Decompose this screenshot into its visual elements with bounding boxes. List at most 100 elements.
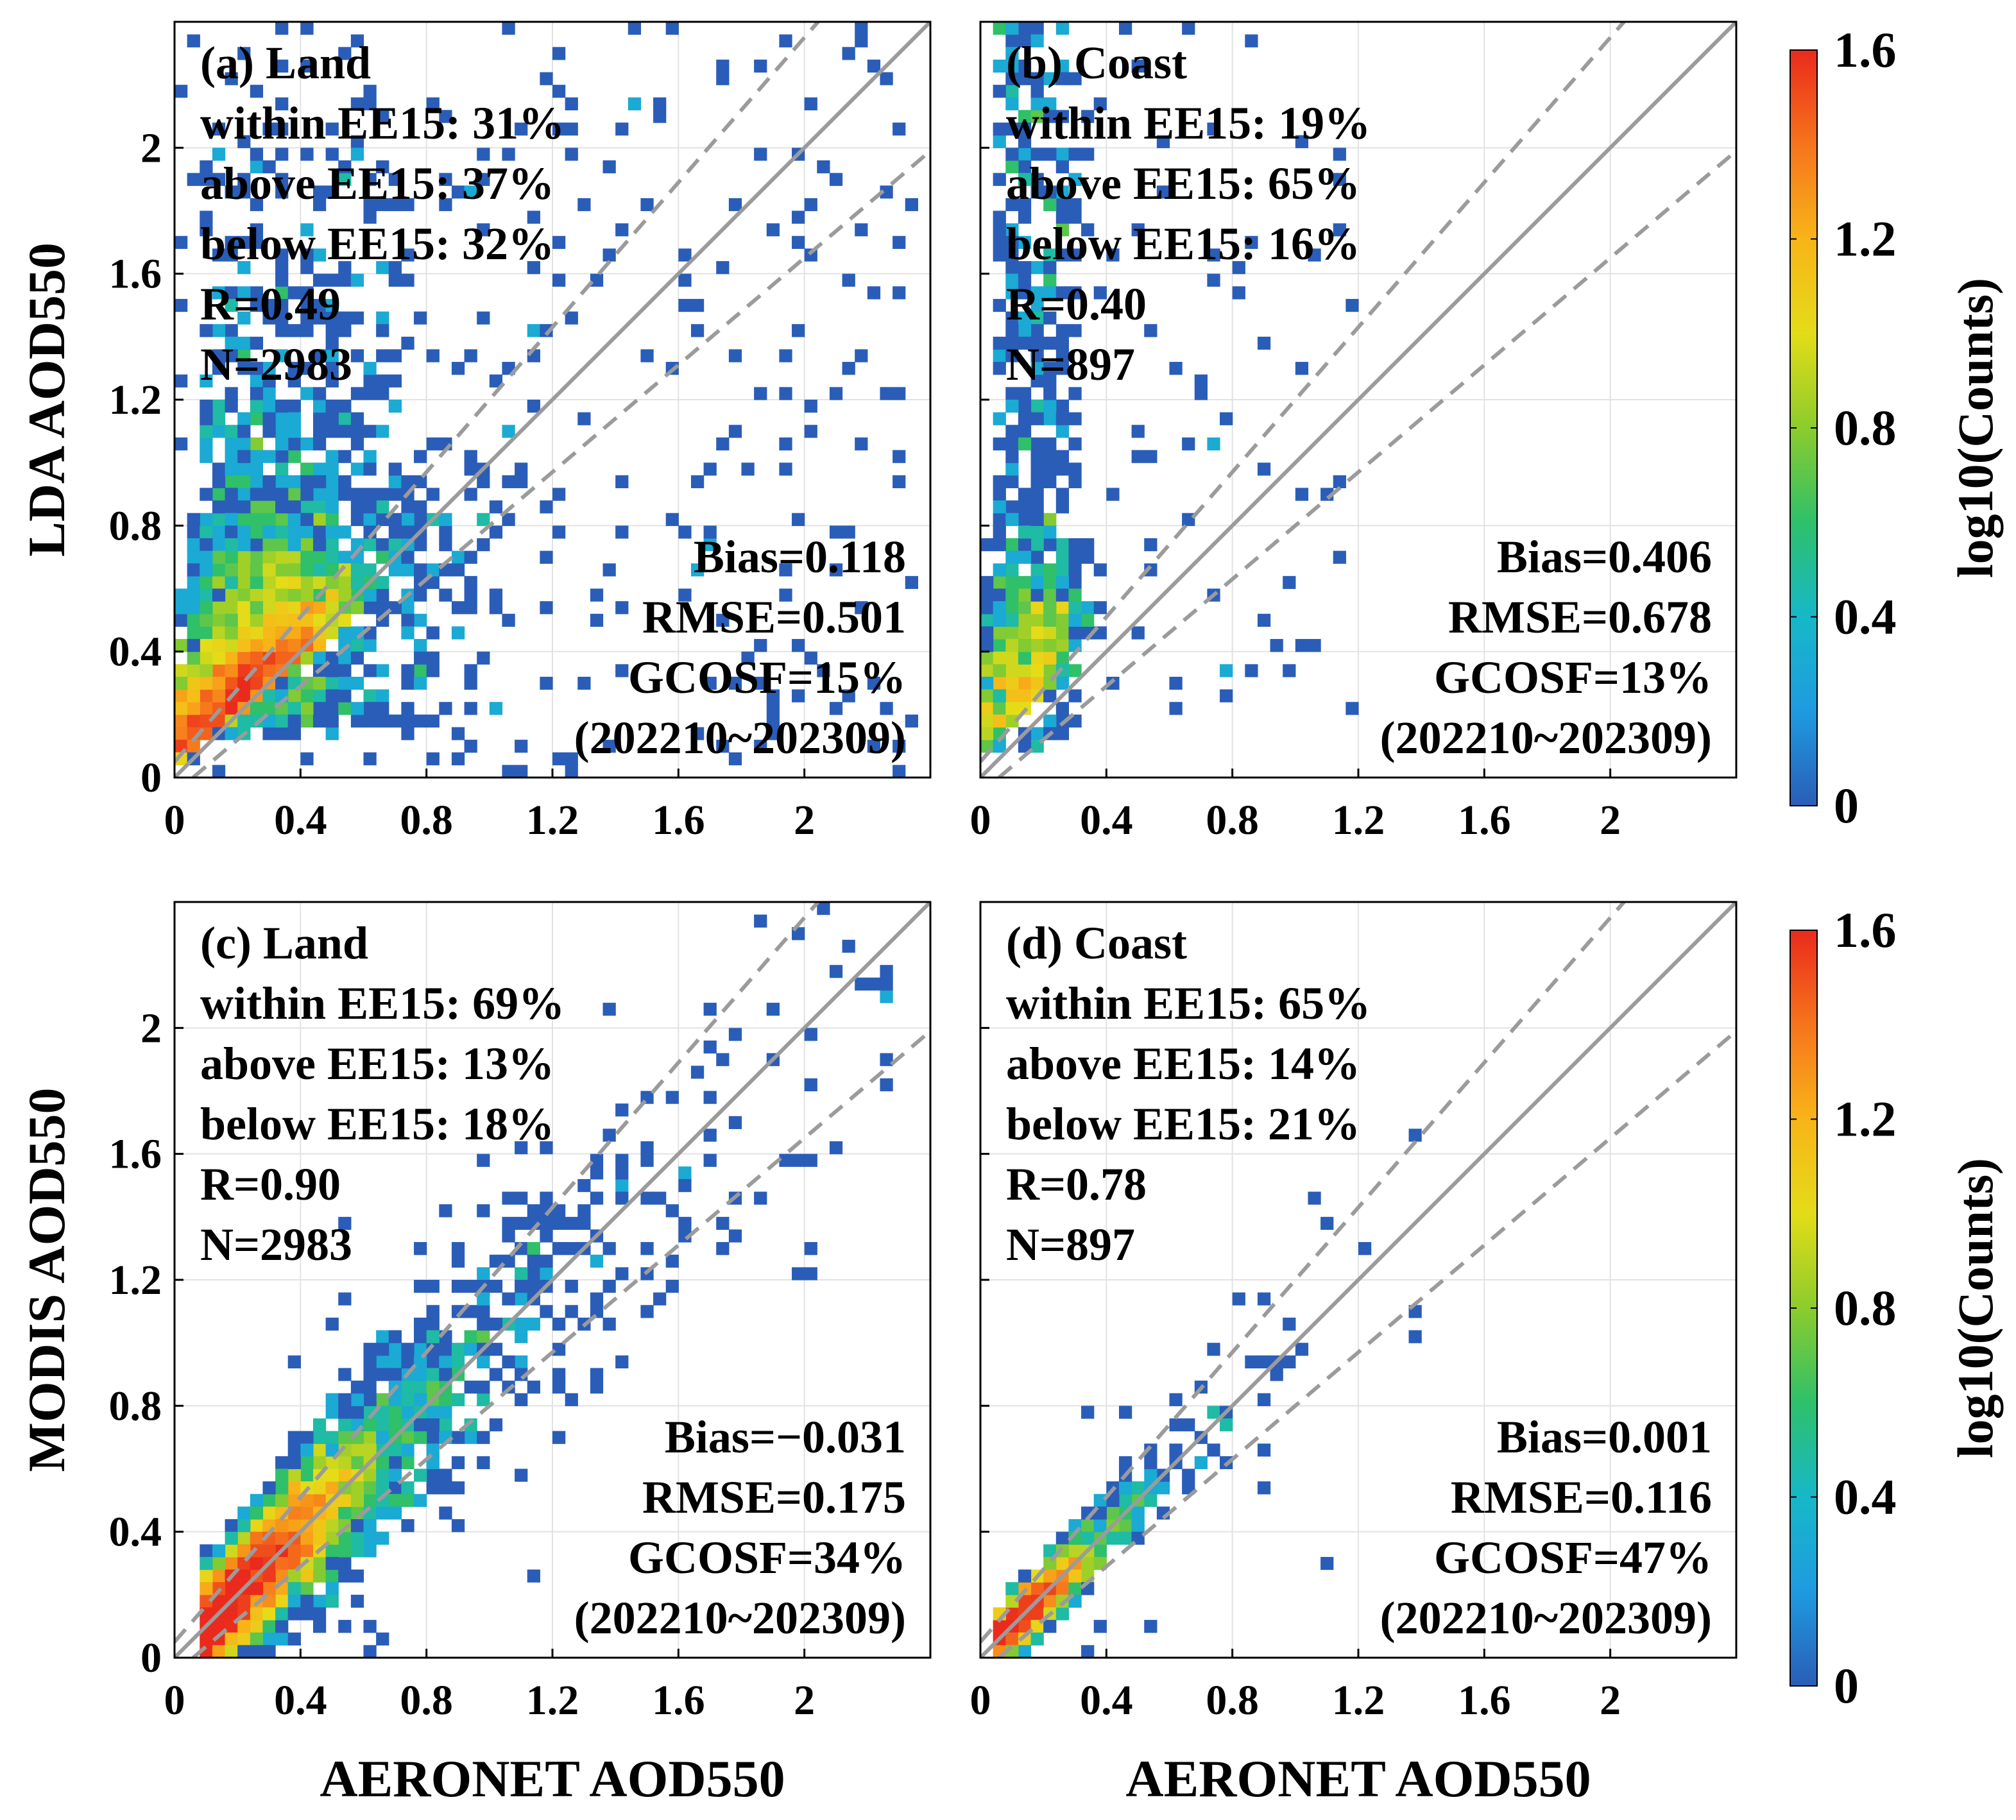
heatmap-bin <box>1308 639 1321 652</box>
heatmap-bin <box>401 1431 414 1444</box>
heatmap-bin <box>275 425 289 438</box>
heatmap-bin <box>376 538 389 552</box>
stat-upper-line: N=2983 <box>200 339 352 390</box>
heatmap-bin <box>1182 1481 1195 1495</box>
heatmap-bin <box>1182 1418 1195 1432</box>
heatmap-bin <box>565 311 578 325</box>
heatmap-bin <box>515 1355 528 1369</box>
heatmap-bin <box>401 1481 414 1495</box>
heatmap-bin <box>275 123 289 136</box>
heatmap-bin <box>439 1355 452 1369</box>
heatmap-bin <box>388 475 402 489</box>
stat-upper-line: within EE15: 65% <box>1006 978 1371 1029</box>
heatmap-bin <box>1018 311 1032 325</box>
heatmap-bin <box>792 324 805 337</box>
heatmap-bin <box>262 160 276 174</box>
heatmap-bin <box>388 1493 402 1507</box>
heatmap-bin <box>275 450 289 463</box>
heatmap-bin <box>200 538 213 552</box>
heatmap-bin <box>1068 324 1082 337</box>
heatmap-bin <box>665 1091 679 1104</box>
heatmap-bin <box>439 525 452 539</box>
heatmap-bin <box>565 752 578 765</box>
heatmap-bin <box>200 525 213 539</box>
heatmap-bin <box>439 110 452 123</box>
heatmap-bin <box>1043 286 1057 300</box>
heatmap-bin <box>1270 1368 1283 1381</box>
heatmap-bin <box>325 1431 339 1444</box>
heatmap-bin <box>1018 664 1032 677</box>
heatmap-bin <box>312 1431 327 1444</box>
y-tick-label: 0 <box>141 754 162 801</box>
stat-upper-line: within EE15: 31% <box>200 98 565 149</box>
heatmap-bin <box>388 1406 402 1419</box>
heatmap-bin <box>363 1519 377 1533</box>
heatmap-bin <box>325 324 339 337</box>
heatmap-bin <box>540 500 553 514</box>
heatmap-bin <box>1030 475 1044 489</box>
colorbar-label: log10(Counts) <box>1947 278 2003 578</box>
heatmap-bin <box>1055 1531 1070 1545</box>
heatmap-bin <box>275 500 289 514</box>
heatmap-bin <box>451 362 465 375</box>
heatmap-bin <box>980 714 994 728</box>
heatmap-bin <box>200 1556 213 1570</box>
heatmap-bin <box>690 475 705 489</box>
heatmap-bin <box>754 676 767 690</box>
heatmap-bin <box>1055 248 1070 262</box>
heatmap-bin <box>200 210 213 224</box>
heatmap-bin <box>754 639 767 652</box>
heatmap-bin <box>275 1519 289 1533</box>
heatmap-bin <box>451 752 465 765</box>
heatmap-bin <box>829 1141 843 1155</box>
heatmap-bin <box>426 1481 440 1495</box>
heatmap-bin <box>200 160 213 174</box>
heatmap-bin <box>703 1091 717 1104</box>
heatmap-bin <box>1005 311 1019 325</box>
heatmap-bin <box>1030 500 1044 514</box>
heatmap-bin <box>312 488 327 501</box>
heatmap-bin <box>225 588 238 602</box>
x-tick-label: 0.8 <box>1206 1677 1259 1724</box>
heatmap-bin <box>1106 248 1120 262</box>
heatmap-bin <box>527 1267 540 1280</box>
heatmap-bin <box>565 148 578 161</box>
heatmap-bin <box>225 1556 238 1570</box>
heatmap-bin <box>376 601 389 615</box>
heatmap-bin <box>237 613 251 627</box>
heatmap-bin <box>350 1481 364 1495</box>
heatmap-bin <box>1043 575 1057 590</box>
heatmap-bin <box>262 664 276 677</box>
heatmap-bin <box>1081 1556 1095 1570</box>
heatmap-bin <box>716 437 730 451</box>
heatmap-bin <box>275 273 289 287</box>
heatmap-bin <box>350 34 364 47</box>
heatmap-bin <box>489 1418 503 1432</box>
heatmap-bin <box>515 1292 528 1305</box>
heatmap-bin <box>615 525 629 539</box>
heatmap-bin <box>275 261 289 275</box>
heatmap-bin <box>590 273 604 287</box>
heatmap-bin <box>350 563 364 577</box>
colorbar-tick-label: 0.8 <box>1834 400 1897 455</box>
heatmap-bin <box>1182 437 1195 451</box>
heatmap-bin <box>250 1556 264 1570</box>
heatmap-bin <box>212 689 226 702</box>
heatmap-bin <box>187 639 200 652</box>
heatmap-bin <box>376 374 389 387</box>
heatmap-bin <box>363 1393 377 1406</box>
heatmap-bin <box>426 575 440 590</box>
heatmap-bin <box>338 639 352 652</box>
heatmap-bin <box>426 1456 440 1470</box>
heatmap-bin <box>338 664 352 677</box>
heatmap-bin <box>1068 210 1082 224</box>
heatmap-bin <box>338 1406 352 1419</box>
stat-upper-line: above EE15: 14% <box>1006 1038 1360 1089</box>
heatmap-bin <box>552 85 566 98</box>
heatmap-bin <box>502 1254 515 1268</box>
heatmap-bin <box>1018 525 1032 539</box>
heatmap-bin <box>980 664 994 677</box>
heatmap-bin <box>993 173 1006 186</box>
heatmap-bin <box>1030 324 1044 337</box>
heatmap-bin <box>792 689 805 702</box>
